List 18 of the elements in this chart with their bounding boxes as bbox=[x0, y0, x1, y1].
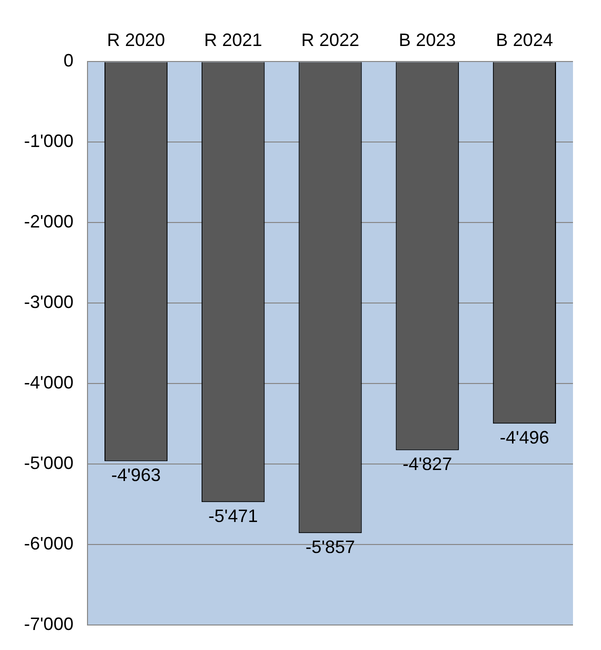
y-tick-label: -1'000 bbox=[24, 131, 74, 152]
data-label: -4'496 bbox=[500, 428, 550, 448]
y-tick-label: -3'000 bbox=[24, 292, 74, 312]
data-label: -5'857 bbox=[305, 537, 355, 558]
x-tick-label: B 2023 bbox=[398, 30, 456, 50]
x-tick-label: R 2022 bbox=[301, 30, 360, 50]
x-tick-label: B 2024 bbox=[496, 30, 553, 50]
x-tick-label: R 2020 bbox=[107, 30, 166, 50]
x-tick-label: R 2021 bbox=[204, 30, 262, 50]
data-label: -4'963 bbox=[111, 465, 161, 486]
data-label: -4'827 bbox=[402, 454, 452, 474]
y-tick-label: -2'000 bbox=[24, 212, 74, 232]
y-tick-label: -4'000 bbox=[24, 372, 74, 393]
y-tick-label: -6'000 bbox=[24, 534, 74, 554]
y-tick-label: -5'000 bbox=[24, 453, 74, 474]
y-tick-label: 0 bbox=[63, 50, 74, 71]
data-label: -5'471 bbox=[208, 506, 258, 526]
y-tick-label: -7'000 bbox=[24, 614, 74, 634]
